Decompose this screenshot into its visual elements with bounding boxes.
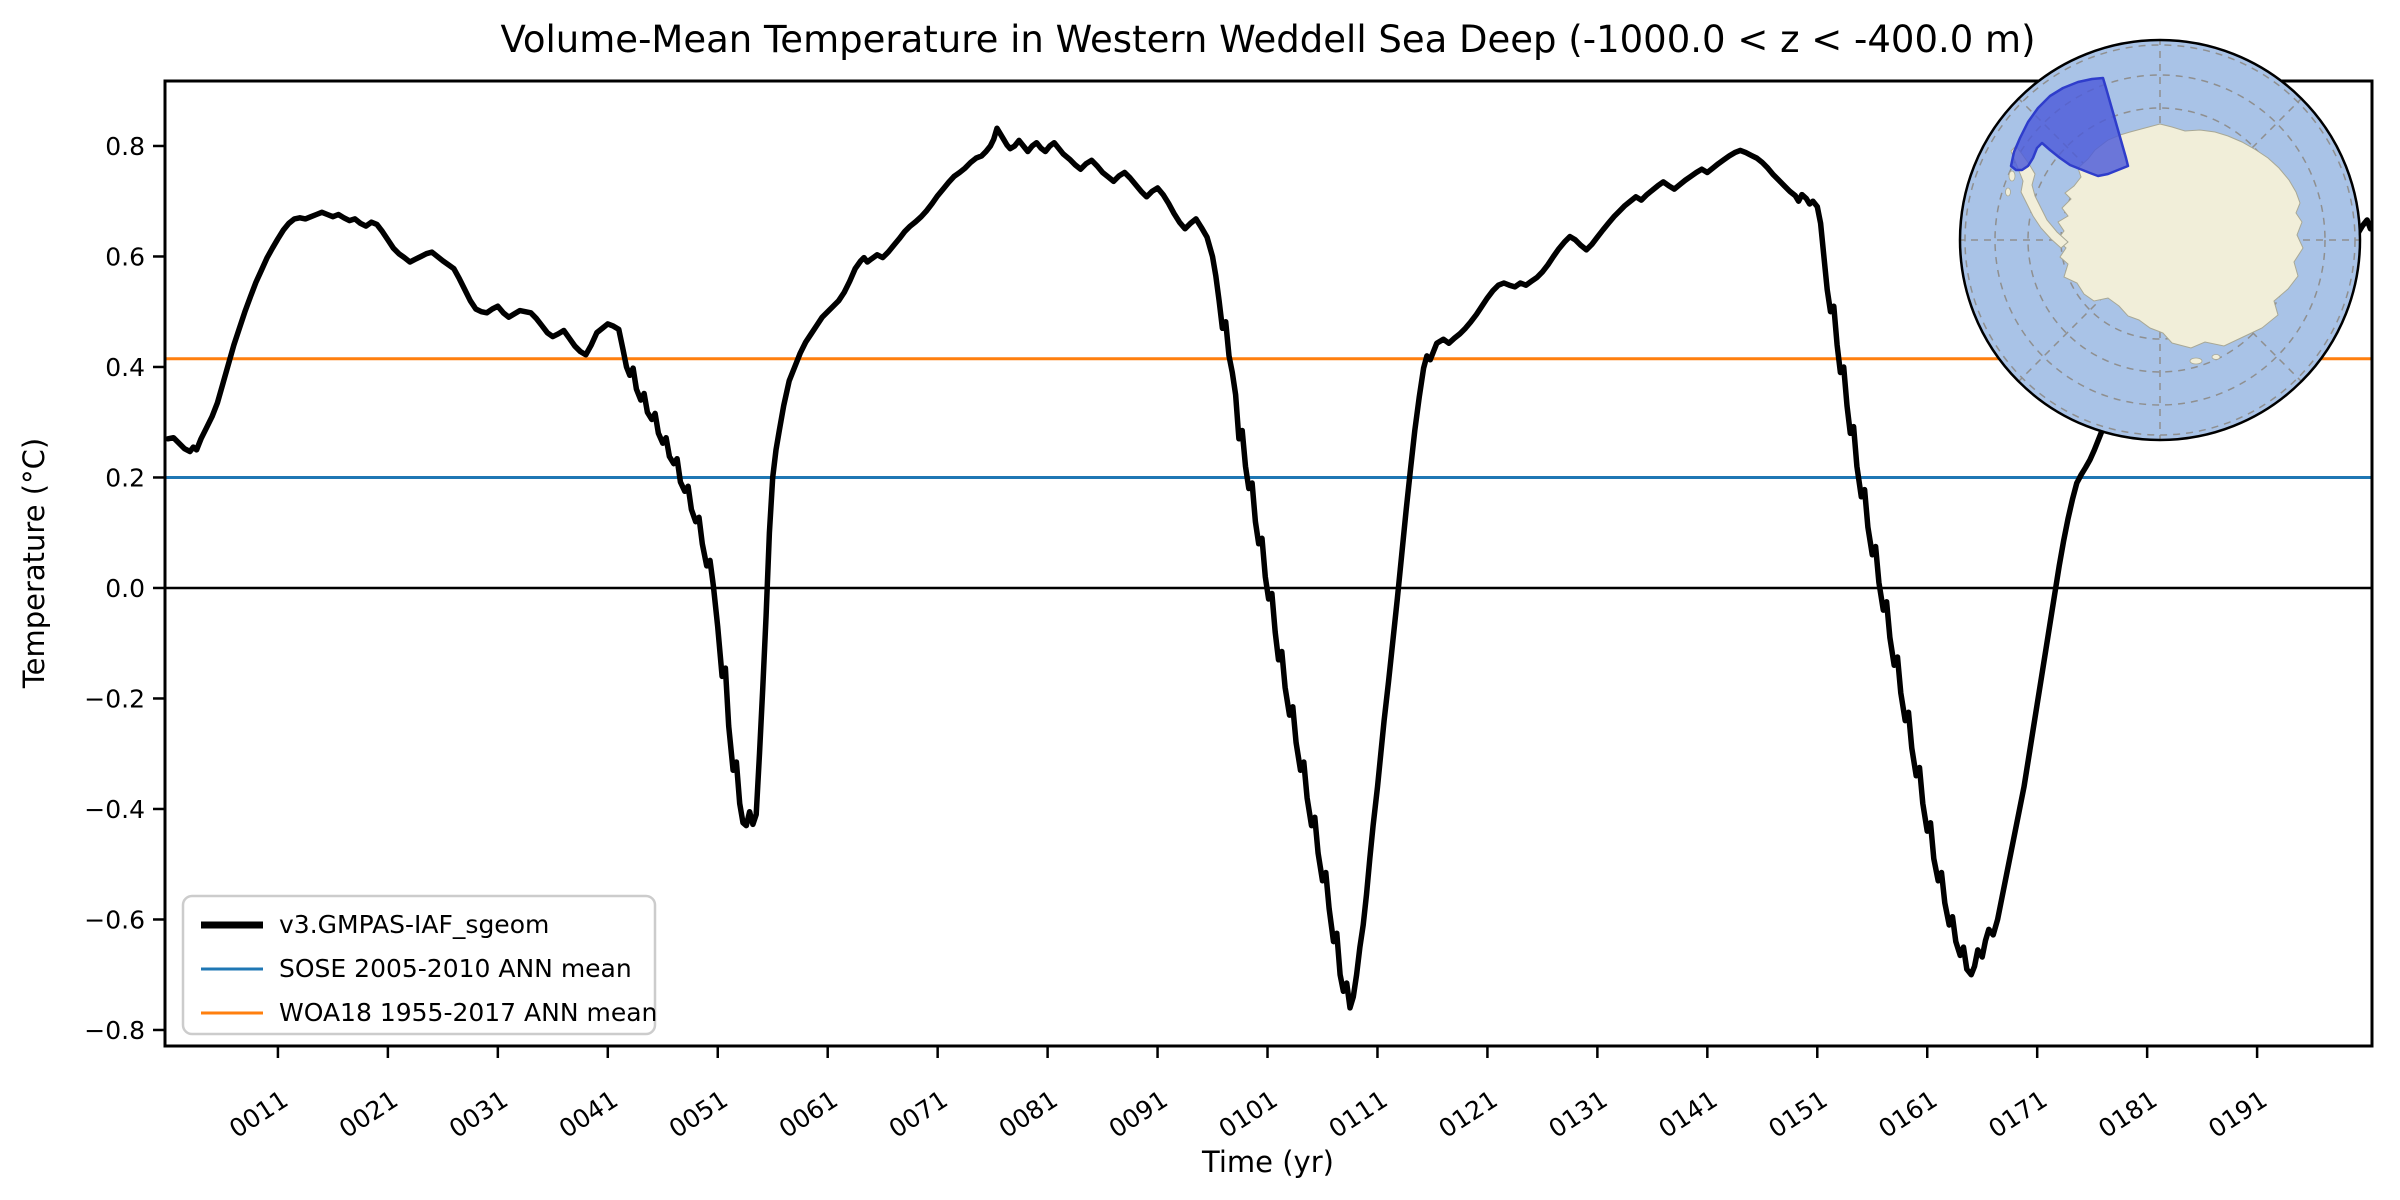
graticule-parallel: [1994, 74, 2326, 406]
plot-lines: [165, 125, 2374, 1011]
inset-land-peninsula: [2010, 145, 2069, 249]
x-axis-label: Time (yr): [1201, 1145, 1334, 1179]
legend-label: v3.GMPAS-IAF_sgeom: [279, 910, 549, 939]
y-tick-label: 0.0: [105, 574, 145, 603]
y-axis-ticks: 0.8 0.6 0.4 0.2 0.0 −0.2 −0.4 −0.6 −0.8: [84, 132, 165, 1045]
y-tick-label: 0.6: [105, 242, 145, 271]
y-tick-label: 0.8: [105, 132, 145, 161]
legend-label: WOA18 1955-2017 ANN mean: [279, 998, 657, 1027]
inset-island: [2008, 170, 2016, 182]
inset-map-antarctica: [1958, 38, 2362, 442]
inset-island: [2189, 357, 2203, 365]
series-line-model: [165, 125, 2374, 1011]
legend: v3.GMPAS-IAF_sgeom SOSE 2005-2010 ANN me…: [181, 894, 657, 1036]
chart-title: Volume-Mean Temperature in Western Wedde…: [500, 18, 2035, 61]
y-tick-label: −0.2: [84, 684, 145, 713]
y-tick-label: −0.8: [84, 1016, 145, 1045]
inset-region-western-weddell-sea: [2009, 76, 2130, 178]
y-tick-label: −0.4: [84, 795, 145, 824]
y-tick-label: −0.6: [84, 905, 145, 934]
y-tick-label: 0.4: [105, 353, 145, 382]
legend-label: SOSE 2005-2010 ANN mean: [279, 954, 632, 983]
legend-box: [181, 894, 657, 1036]
inset-land-antarctica: [2056, 123, 2304, 349]
inset-border-circle: [1958, 38, 2362, 442]
y-tick-label: 0.2: [105, 463, 145, 492]
inset-map-content: [1961, 41, 2359, 439]
y-axis-label: Temperature (°C): [17, 438, 51, 689]
inset-island: [2005, 187, 2011, 197]
inset-island: [2211, 354, 2221, 360]
